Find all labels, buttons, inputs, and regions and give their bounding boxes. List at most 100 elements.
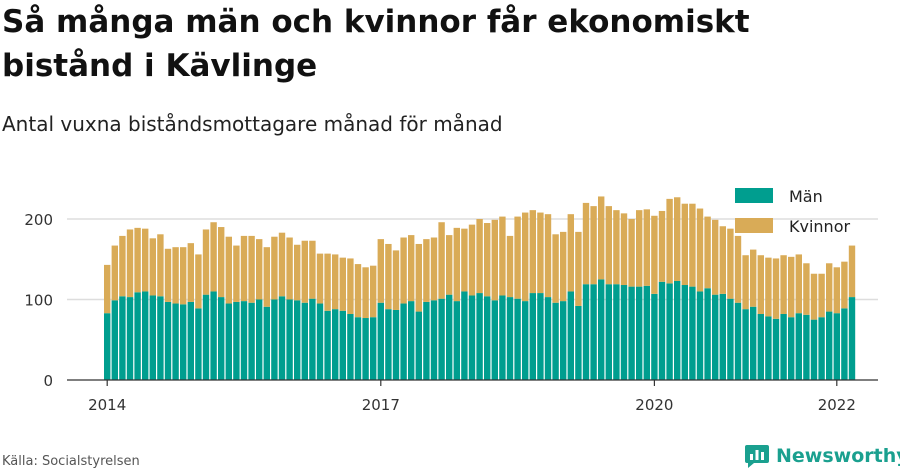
bar-man [354,317,362,380]
y-tick-label: 200 [24,211,53,229]
bar-man [742,309,749,380]
bar-man [704,288,711,380]
legend-label-man: Män [789,187,823,206]
bar-man [552,302,559,380]
bar-kvinnor [522,212,529,302]
bar-kvinnor [392,250,400,310]
bar-man [370,317,377,380]
bar-man [446,294,453,380]
bar-kvinnor [529,210,536,294]
bar-kvinnor [256,239,263,300]
bar-man [848,297,856,380]
x-tick-label: 2020 [635,396,673,414]
bar-man [385,309,392,380]
bar-man [628,286,635,380]
bar-man [392,309,400,380]
bar-man [347,313,354,380]
bar-kvinnor [385,243,392,310]
bar-kvinnor [126,229,134,298]
bar-man [294,300,301,380]
bar-kvinnor [514,216,521,299]
bar-man [210,291,217,380]
bar-kvinnor [210,222,217,292]
bar-man [727,298,734,380]
bar-man [734,302,742,380]
bar-kvinnor [354,264,362,318]
bar-man [514,298,521,380]
bar-kvinnor [476,219,483,294]
bar-man [810,319,818,380]
bar-kvinnor [696,208,704,292]
bar-man [765,316,772,380]
bar-man [339,310,346,380]
bar-kvinnor [324,253,331,311]
bar-kvinnor [788,256,795,318]
brand-name: Newsworthy [776,445,900,467]
bar-man [484,296,491,380]
newsworthy-logo-icon [745,445,769,468]
bar-kvinnor [719,226,726,294]
bar-kvinnor [271,236,278,300]
y-tick-label: 100 [24,292,53,310]
bar-man [841,308,848,380]
bar-kvinnor [841,261,848,309]
bar-kvinnor [468,224,476,296]
bar-man [598,279,605,380]
bar-man [613,284,620,380]
bar-kvinnor [628,219,635,287]
bar-kvinnor [339,257,346,311]
bar-kvinnor [332,254,339,310]
bar-kvinnor [408,235,415,302]
bar-man [430,300,438,380]
bar-kvinnor [734,235,742,303]
bar-man [666,283,673,380]
legend: Män Kvinnor [735,187,850,236]
bar-kvinnor [636,210,643,287]
bar-kvinnor [742,255,749,310]
bar-man [643,285,650,380]
bar-man [506,297,514,380]
bar-man [142,291,149,380]
bar-man [674,280,681,380]
bar-kvinnor [149,238,156,296]
bar-man [180,304,187,380]
bar-man [233,301,240,380]
bar-man [826,311,833,380]
bar-man [278,296,286,380]
bar-kvinnor [347,258,354,314]
bar-kvinnor [453,227,460,302]
bar-man [362,318,369,380]
bar-kvinnor [438,222,445,299]
x-tick-label: 2014 [88,396,126,414]
bar-man [567,291,574,380]
bar-man [780,313,787,380]
bar-man [522,301,529,380]
bar-man [438,298,445,380]
bar-man [157,296,164,380]
bar-kvinnor [248,235,255,303]
bar-man [453,301,460,380]
bar-kvinnor [833,267,840,314]
source-note: Källa: Socialstyrelsen [2,454,140,469]
bar-kvinnor [560,231,567,302]
bar-man [332,309,339,380]
bar-kvinnor [134,227,141,293]
bar-man [309,298,316,380]
bar-kvinnor [461,228,468,292]
bar-man [833,313,840,380]
bar-man [795,313,802,380]
bar-kvinnor [666,198,673,284]
bar-man [172,303,179,380]
bar-kvinnor [423,239,430,302]
bar-kvinnor [750,249,757,307]
bar-man [560,301,567,380]
bar-man [324,310,331,380]
bar-kvinnor [400,237,407,304]
bar-man [575,305,582,380]
bar-kvinnor [818,273,825,318]
bar-kvinnor [195,254,202,309]
bar-kvinnor [757,255,764,314]
bar-kvinnor [674,197,681,281]
bar-kvinnor [689,203,696,287]
bar-man [104,313,111,380]
